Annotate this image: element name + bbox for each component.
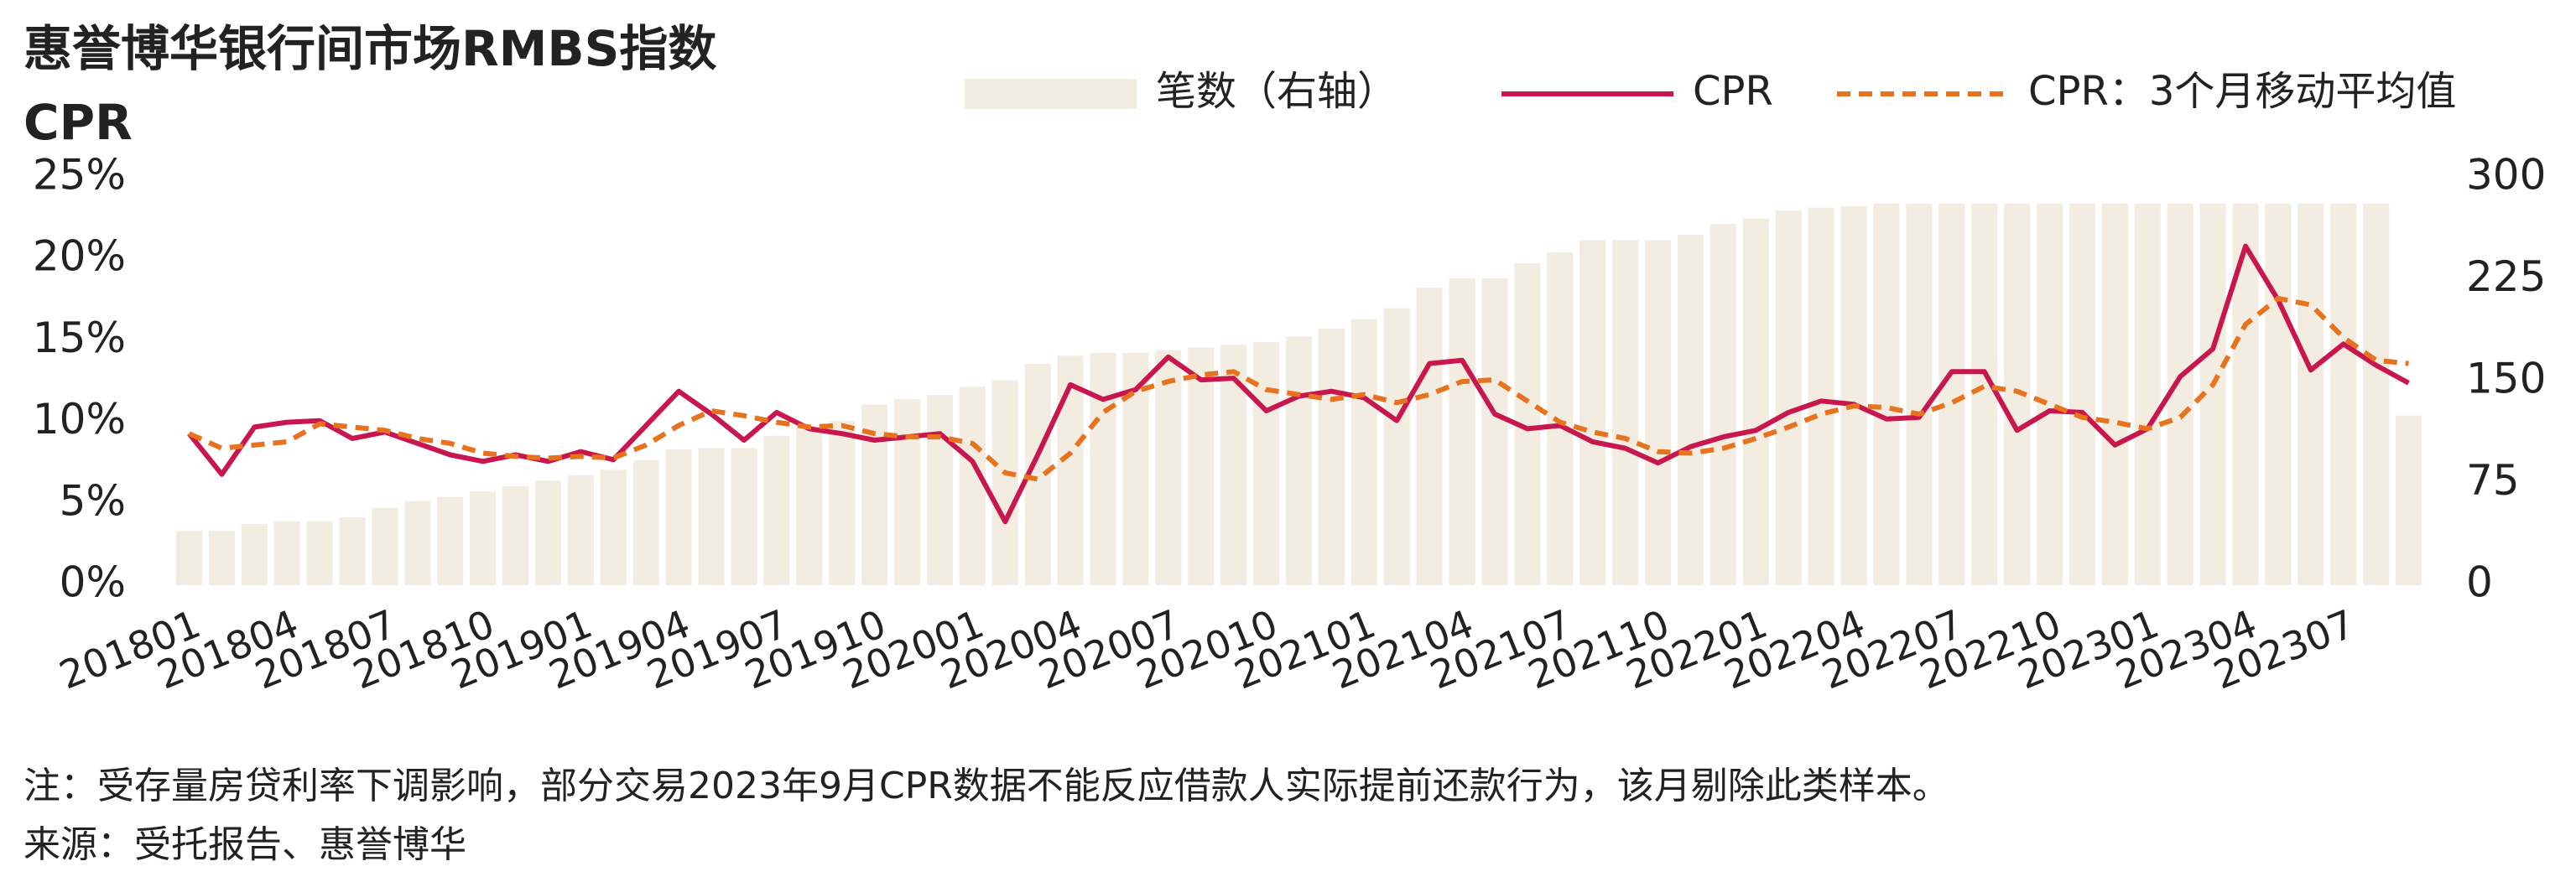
bar — [926, 395, 954, 585]
bar — [796, 426, 823, 585]
bar — [2298, 203, 2324, 585]
bar — [665, 449, 692, 585]
bar — [1971, 203, 1998, 585]
bar — [1416, 288, 1443, 585]
bar — [306, 521, 333, 585]
bar — [1939, 203, 1965, 585]
bar — [1612, 240, 1639, 585]
bar — [1253, 342, 1280, 585]
bar — [2036, 203, 2063, 585]
bar — [372, 507, 398, 585]
chart-subtitle: CPR — [23, 94, 133, 151]
bar — [1840, 206, 1867, 585]
note: 注：受存量房贷利率下调影响，部分交易2023年9月CPR数据不能反应借款人实际提… — [23, 765, 1949, 807]
moving-average-line — [188, 295, 2409, 482]
bar — [2101, 203, 2128, 585]
bar — [273, 521, 300, 585]
y2-tick-label: 300 — [2466, 151, 2546, 200]
y-tick-label: 5% — [60, 476, 126, 525]
bar — [1742, 218, 1769, 585]
bar — [763, 435, 790, 585]
source: 来源：受托报告、惠誉博华 — [23, 823, 466, 866]
y2-tick-label: 0 — [2466, 558, 2493, 607]
bar — [437, 496, 464, 585]
bar — [1449, 278, 1475, 585]
bar — [2330, 203, 2357, 585]
y2-tick-label: 150 — [2466, 355, 2546, 403]
bar — [208, 531, 235, 585]
y-tick-label: 0% — [60, 558, 126, 607]
bar — [1350, 319, 1377, 585]
bar — [1547, 252, 1574, 585]
bar — [502, 485, 529, 585]
legend-label: CPR：3个月移动平均值 — [2028, 68, 2456, 115]
bar — [1057, 355, 1084, 585]
bar — [1383, 308, 1410, 585]
bar — [2265, 203, 2292, 585]
bar — [893, 399, 921, 585]
bar — [1481, 278, 1508, 585]
bar — [1188, 347, 1215, 585]
bar — [632, 459, 659, 585]
bar — [1873, 203, 1900, 585]
bar — [534, 480, 562, 585]
bar — [2134, 203, 2161, 585]
bar — [1090, 352, 1116, 585]
bar — [2069, 203, 2095, 585]
bar — [2363, 203, 2390, 585]
bar — [1318, 328, 1345, 585]
bar — [731, 448, 757, 585]
legend-swatch — [965, 79, 1137, 109]
bar — [600, 470, 627, 585]
bar — [1155, 350, 1182, 585]
bar — [1906, 203, 1933, 585]
bar — [991, 380, 1018, 585]
y-tick-label: 25% — [33, 151, 126, 200]
y-tick-label: 20% — [33, 232, 126, 281]
bar — [567, 475, 594, 585]
bar — [470, 491, 497, 585]
bar — [1677, 235, 1704, 585]
legend-label: 笔数（右轴） — [1156, 68, 1397, 115]
y-tick-label: 10% — [33, 395, 126, 444]
chart-title: 惠誉博华银行间市场RMBS指数 — [23, 20, 716, 77]
bar — [2395, 415, 2422, 585]
bar — [1710, 224, 1736, 585]
bar — [1808, 207, 1834, 585]
bar — [959, 387, 986, 585]
bar — [404, 501, 431, 585]
y2-tick-label: 75 — [2466, 456, 2520, 505]
bar — [698, 448, 725, 585]
bar — [241, 524, 268, 585]
bar — [339, 517, 366, 585]
bar — [1579, 240, 1606, 585]
bar — [1285, 336, 1313, 585]
bar — [1644, 240, 1672, 585]
y-tick-label: 15% — [33, 314, 126, 362]
y2-tick-label: 225 — [2466, 252, 2546, 301]
bar — [175, 531, 203, 585]
bar — [829, 420, 856, 585]
legend-label: CPR — [1693, 68, 1773, 115]
bar — [1775, 210, 1802, 585]
